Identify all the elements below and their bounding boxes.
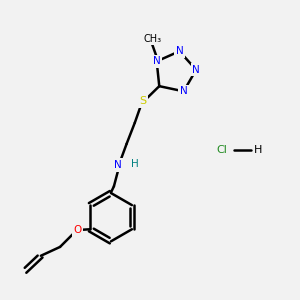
Text: CH₃: CH₃	[143, 34, 161, 44]
Text: H: H	[254, 145, 262, 155]
Text: N: N	[153, 56, 160, 66]
Text: N: N	[180, 86, 188, 96]
Text: N: N	[192, 65, 200, 75]
Text: Cl: Cl	[217, 145, 228, 155]
Text: S: S	[140, 97, 147, 106]
Text: H: H	[131, 159, 138, 169]
Text: N: N	[176, 46, 183, 56]
Text: N: N	[115, 160, 122, 170]
Text: O: O	[74, 225, 82, 235]
